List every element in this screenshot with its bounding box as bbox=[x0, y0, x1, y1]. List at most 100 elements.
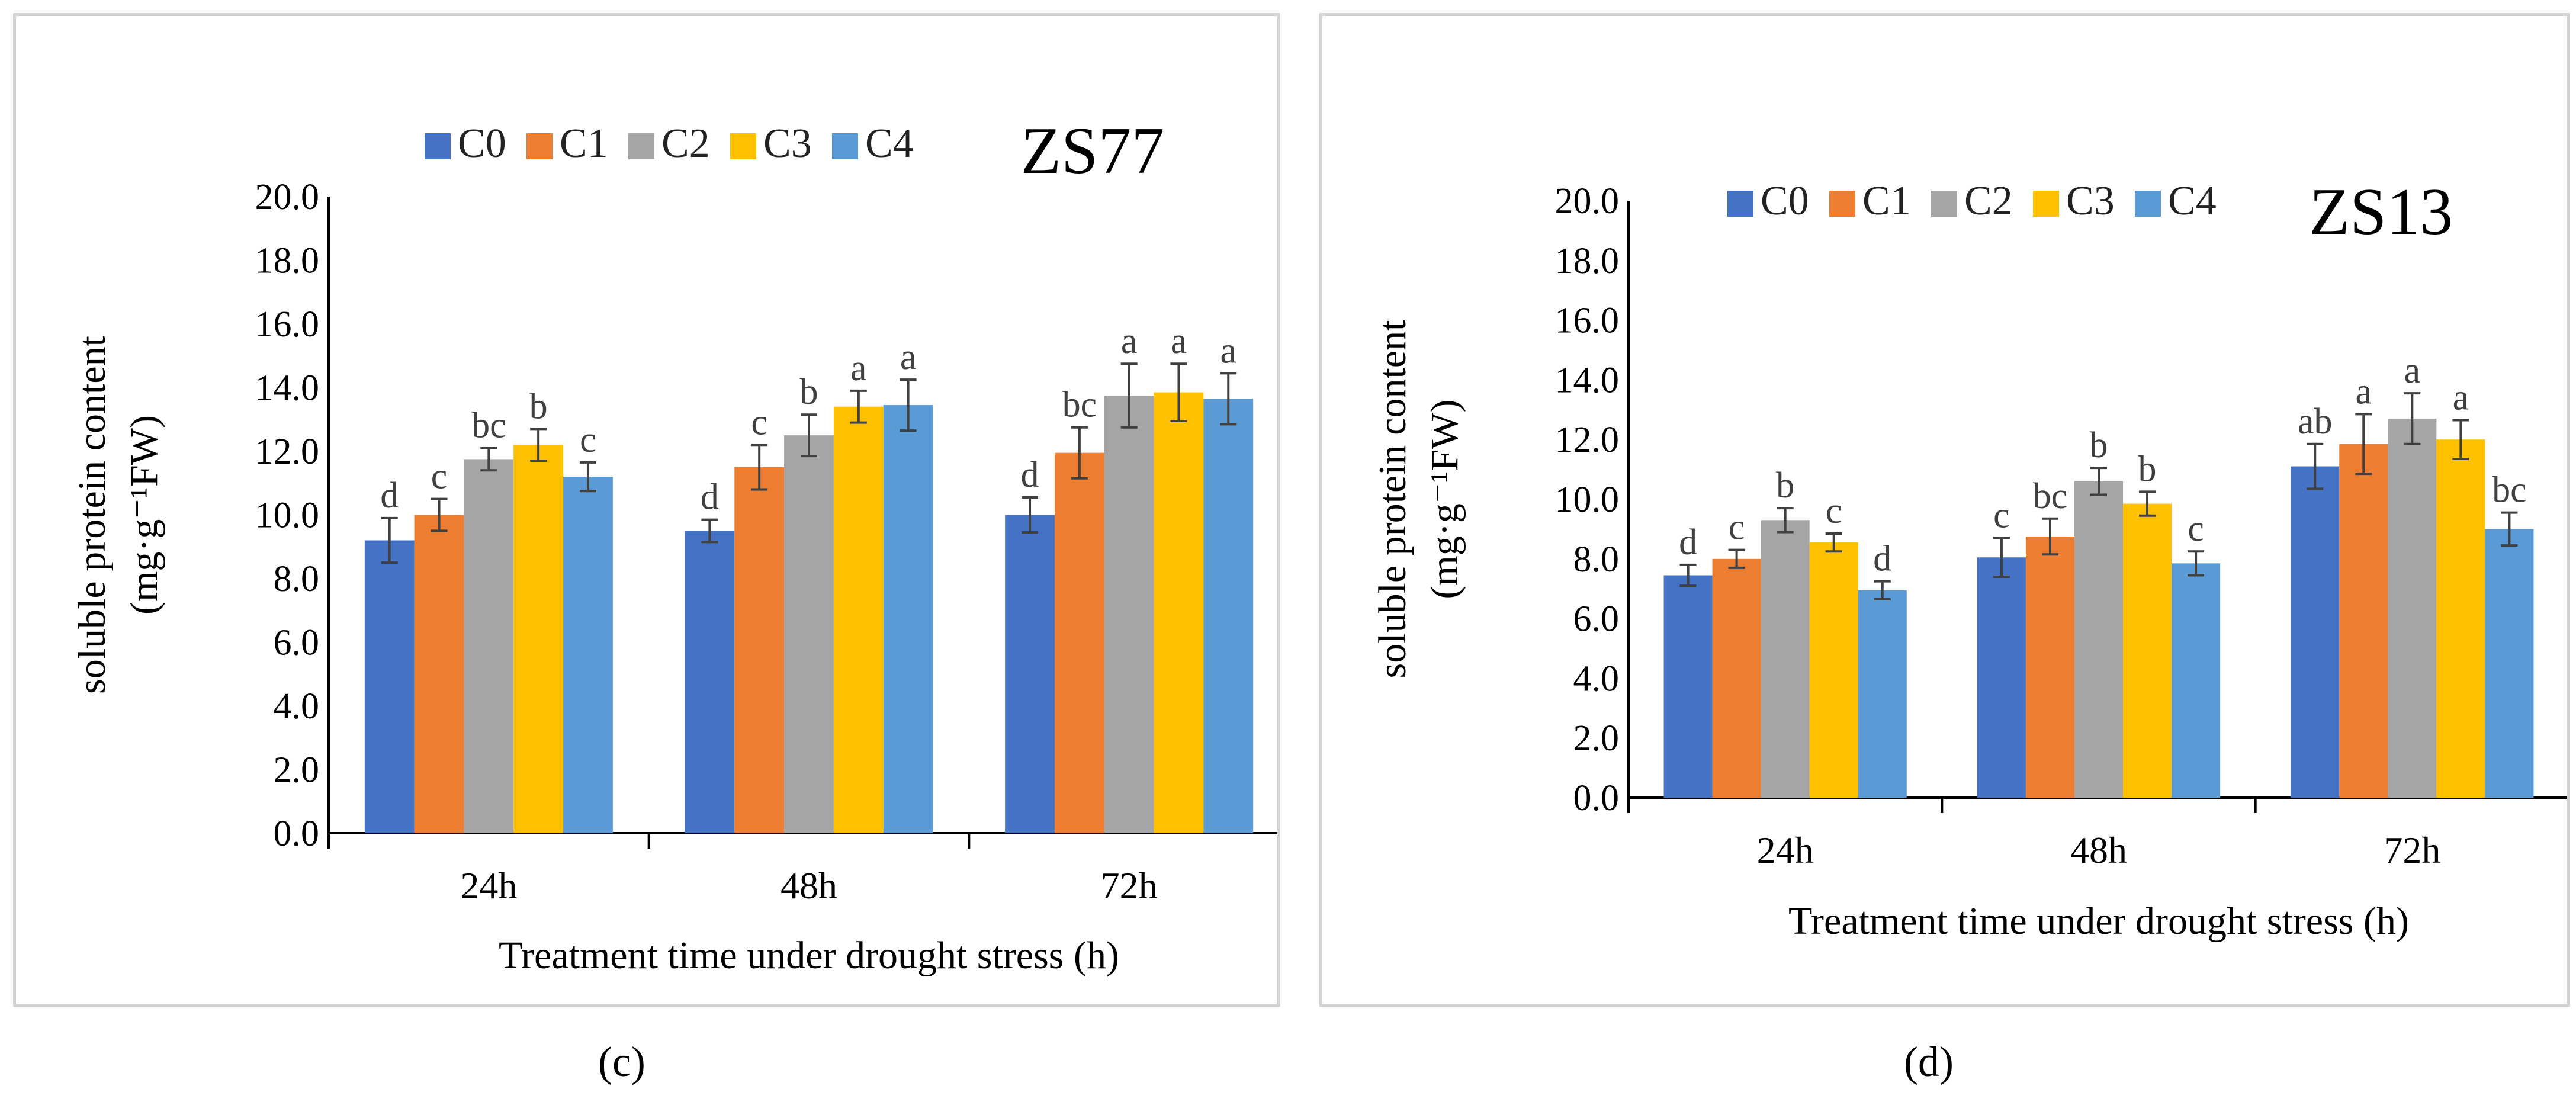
bar bbox=[1858, 590, 1907, 798]
y-tick-label: 0.0 bbox=[1573, 778, 1620, 818]
legend-swatch bbox=[1829, 191, 1855, 217]
significance-label: a bbox=[2356, 371, 2372, 412]
legend-label: C2 bbox=[661, 121, 710, 166]
significance-label: b bbox=[800, 372, 818, 412]
bar bbox=[2123, 503, 2172, 798]
chart-panel-c: 0.0 2.0 4.0 6.0 8.0 10.0 12.0 14.0 16.0 18.0 20.0 2… bbox=[13, 13, 1290, 1007]
bar bbox=[2485, 529, 2534, 798]
bar bbox=[2388, 418, 2437, 798]
bar bbox=[1712, 558, 1761, 798]
y-tick-label: 16.0 bbox=[1555, 301, 1620, 341]
bar bbox=[563, 477, 613, 833]
legend-swatch bbox=[1727, 191, 1753, 217]
significance-label: d bbox=[701, 477, 719, 518]
significance-label: a bbox=[2404, 351, 2421, 391]
bar bbox=[414, 515, 464, 833]
x-axis-title: Treatment time under drought stress (h) bbox=[499, 934, 1119, 977]
y-axis-title-units: (mg·g⁻¹FW) bbox=[123, 415, 166, 615]
significance-label: a bbox=[1220, 330, 1237, 371]
significance-label: c bbox=[1729, 507, 1745, 548]
bar bbox=[464, 459, 514, 833]
bar bbox=[2025, 537, 2074, 798]
y-tick-label: 20.0 bbox=[1555, 181, 1620, 221]
legend-label: C3 bbox=[763, 121, 812, 166]
bar bbox=[1761, 520, 1810, 798]
significance-label: bc bbox=[1062, 385, 1097, 425]
legend-swatch bbox=[730, 133, 756, 159]
bar bbox=[2074, 481, 2124, 798]
legend-swatch bbox=[1931, 191, 1957, 217]
significance-label: b bbox=[1776, 465, 1794, 506]
bar bbox=[784, 435, 834, 833]
significance-label: c bbox=[580, 420, 596, 460]
bar bbox=[833, 406, 884, 833]
bar bbox=[1809, 542, 1858, 798]
bar bbox=[1663, 575, 1713, 798]
legend-label: C0 bbox=[1761, 178, 1809, 224]
bar bbox=[2436, 439, 2485, 798]
significance-label: c bbox=[2188, 509, 2204, 549]
y-tick-label: 12.0 bbox=[1555, 420, 1620, 460]
significance-label: bc bbox=[2492, 470, 2527, 510]
significance-label: b bbox=[529, 386, 548, 426]
legend-swatch bbox=[2033, 191, 2059, 217]
y-tick-label: 0.0 bbox=[274, 814, 320, 854]
category-label: 24h bbox=[460, 865, 517, 907]
y-tick-label: 16.0 bbox=[255, 304, 320, 345]
significance-label: a bbox=[1121, 321, 1138, 361]
legend-label: C3 bbox=[2066, 178, 2115, 224]
legend-label: C0 bbox=[458, 121, 506, 166]
panel-label-c: (c) bbox=[598, 1038, 645, 1085]
bar bbox=[1154, 392, 1204, 833]
y-tick-label: 10.0 bbox=[255, 496, 320, 536]
significance-label: a bbox=[900, 337, 917, 377]
y-tick-label: 12.0 bbox=[255, 432, 320, 472]
legend-label: C2 bbox=[1964, 178, 2013, 224]
chart-d-svg: 0.0 2.0 4.0 6.0 8.0 10.0 12.0 14.0 16.0 18.0 20.0 2… bbox=[1371, 175, 2570, 943]
bar bbox=[513, 445, 564, 833]
legend-label: C4 bbox=[865, 121, 914, 166]
y-tick-label: 6.0 bbox=[274, 623, 320, 663]
significance-label: bc bbox=[471, 406, 506, 446]
y-tick-label: 14.0 bbox=[255, 368, 320, 409]
bar bbox=[734, 467, 785, 833]
y-tick-label: 2.0 bbox=[274, 750, 320, 791]
y-tick-label: 18.0 bbox=[1555, 241, 1620, 281]
category-label: 24h bbox=[1757, 829, 1814, 871]
bar bbox=[883, 405, 933, 833]
y-tick-label: 4.0 bbox=[1573, 658, 1620, 699]
legend-swatch bbox=[628, 133, 654, 159]
significance-label: b bbox=[2090, 425, 2108, 465]
bar bbox=[1054, 452, 1104, 833]
legend-label: C4 bbox=[2168, 178, 2217, 224]
legend-swatch bbox=[425, 133, 451, 159]
legend-swatch bbox=[526, 133, 553, 159]
significance-label: c bbox=[751, 402, 767, 442]
y-tick-label: 8.0 bbox=[1573, 539, 1620, 580]
bar bbox=[1104, 395, 1154, 833]
bar bbox=[1005, 515, 1055, 833]
chart-panel-d: 0.0 2.0 4.0 6.0 8.0 10.0 12.0 14.0 16.0 18.0 20.0 2… bbox=[1319, 13, 2570, 1007]
y-tick-label: 4.0 bbox=[274, 686, 320, 727]
significance-label: c bbox=[431, 457, 448, 497]
y-tick-label: 2.0 bbox=[1573, 718, 1620, 759]
x-axis-title: Treatment time under drought stress (h) bbox=[1788, 900, 2409, 943]
legend-swatch bbox=[832, 133, 858, 159]
y-tick-label: 14.0 bbox=[1555, 360, 1620, 400]
chart-title: ZS13 bbox=[2310, 175, 2453, 249]
bar bbox=[2172, 563, 2221, 798]
y-tick-label: 6.0 bbox=[1573, 599, 1620, 640]
legend-swatch bbox=[2135, 191, 2161, 217]
category-label: 72h bbox=[2384, 829, 2440, 871]
significance-label: ab bbox=[2298, 401, 2333, 442]
legend-label: C1 bbox=[1862, 178, 1911, 224]
significance-label: d bbox=[1679, 522, 1697, 563]
significance-label: d bbox=[1873, 539, 1891, 579]
panel-label-d: (d) bbox=[1904, 1038, 1954, 1085]
significance-label: c bbox=[1993, 496, 2010, 536]
significance-label: a bbox=[850, 348, 867, 388]
significance-label: d bbox=[380, 476, 399, 516]
significance-label: d bbox=[1021, 455, 1039, 495]
significance-label: a bbox=[2453, 377, 2469, 417]
y-tick-label: 10.0 bbox=[1555, 480, 1620, 520]
